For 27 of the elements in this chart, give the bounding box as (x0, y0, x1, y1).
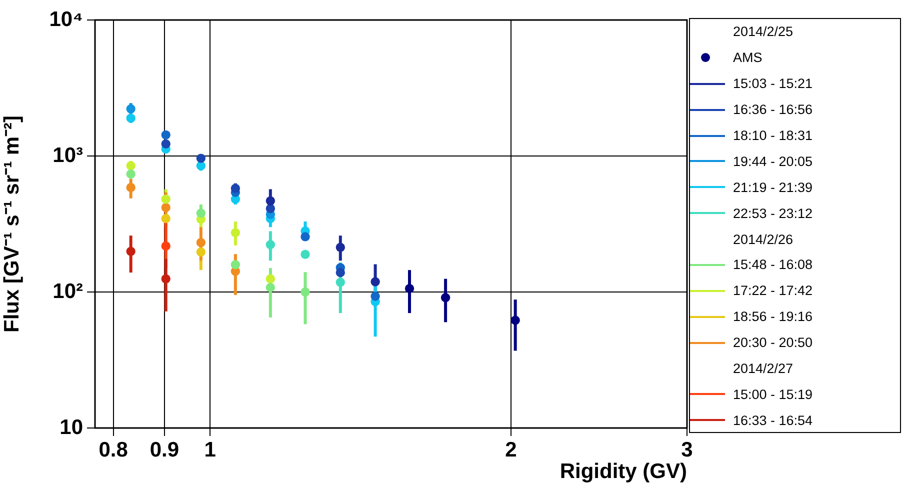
y-tick-label: 10³ (52, 144, 83, 167)
legend-label: 15:00 - 15:19 (732, 386, 814, 404)
legend-label: 20:30 - 20:50 (732, 334, 814, 352)
y-tick-label: 10⁴ (49, 8, 83, 31)
x-tick-label: 2 (505, 438, 517, 462)
legend-label: 18:10 - 18:31 (732, 127, 814, 145)
text: 2014/2/25 (732, 23, 794, 42)
legend-label: 15:48 - 16:08 (732, 256, 814, 274)
y-tick-label: 10 (60, 416, 83, 439)
x-tick-label: 1 (204, 438, 216, 462)
legend-label: 16:36 - 16:56 (732, 101, 814, 120)
legend-label: 21:19 - 21:39 (732, 178, 814, 197)
x-tick-label: 3 (681, 438, 693, 462)
legend-label: 19:44 - 20:05 (732, 152, 814, 171)
x-tick-label: 0.9 (150, 438, 180, 462)
y-axis-title: Flux [GV⁻¹ s⁻¹ sr⁻¹ m⁻²] (0, 115, 24, 333)
y-tick-label: 10² (52, 280, 83, 303)
x-tick-label: 0.8 (98, 438, 128, 462)
text: 2014/2/27 (732, 360, 794, 378)
x-axis-title: Rigidity (GV) (560, 460, 687, 484)
text: 2014/2/26 (732, 230, 794, 249)
legend-label: 15:03 - 15:21 (732, 75, 814, 94)
legend-label: 17:22 - 17:42 (732, 282, 814, 300)
legend-label: AMS (732, 49, 764, 68)
legend-label: 18:56 - 19:16 (732, 308, 814, 326)
legend-label: 22:53 - 23:12 (732, 204, 814, 223)
legend-label: 16:33 - 16:54 (732, 412, 814, 430)
